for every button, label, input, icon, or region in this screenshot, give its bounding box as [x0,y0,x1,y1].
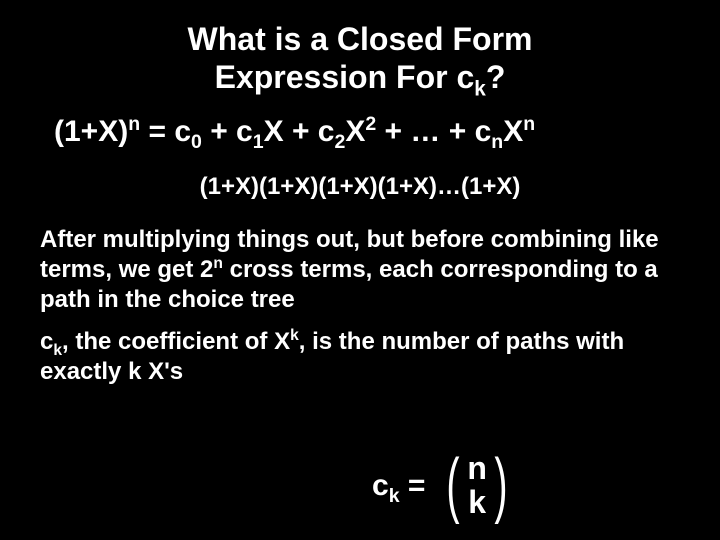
slide: What is a Closed Form Expression For ck?… [0,0,720,540]
eq1-t1-tail: X + c [264,115,335,148]
para2-b: , the coefficient of X [62,328,290,355]
title-sub-k: k [474,78,486,101]
binomial-symbol: ( n k ) [441,452,513,519]
close-paren-icon: ) [494,460,507,510]
open-paren-icon: ( [447,460,460,510]
title-line2-prefix: Expression For c [215,59,475,95]
eq1-dots: + … + c [376,115,491,148]
product-expansion: (1+X)(1+X)(1+X)(1+X)…(1+X) [40,173,680,201]
para2-a: c [40,328,53,355]
para2-sup: k [290,327,299,344]
eq1-lhs: (1+X) [54,115,128,148]
ck-c: c [372,469,389,502]
para2-sub1: k [53,342,62,359]
binom-top: n [467,452,487,486]
slide-title: What is a Closed Form Expression For ck? [40,20,680,97]
eq1-c1-sub: 1 [253,131,264,153]
title-line2-suffix: ? [486,59,506,95]
binom-bottom: k [468,486,486,520]
binomial-expansion-equation: (1+X)n = c0 + c1X + c2X2 + … + cnXn [54,115,680,149]
paragraph-coefficient: ck, the coefficient of Xk, is the number… [40,327,680,387]
eq1-c2-sub: 2 [334,131,345,153]
ck-sub: k [389,485,400,507]
ck-equals: ck = [372,469,425,503]
eq1-tn-x: X [503,115,523,148]
para1-sup: n [213,255,223,272]
eq1-plus1: + c [202,115,253,148]
paragraph-cross-terms: After multiplying things out, but before… [40,225,680,315]
binomial-coefficient-row: ck = ( n k ) [372,452,513,519]
eq1-c0-sub: 0 [191,131,202,153]
eq1-t2-x: X [345,115,365,148]
eq1-lhs-sup: n [128,113,140,135]
binom-inner: n k [465,452,489,519]
eq1-eq: = c [140,115,191,148]
title-line1: What is a Closed Form [188,21,533,57]
eq1-tn-sup: n [523,113,535,135]
eq1-cn-sub: n [491,131,503,153]
ck-eq-sign: = [400,469,426,502]
eq1-t2-sup: 2 [365,113,376,135]
eq2-text: (1+X)(1+X)(1+X)(1+X)…(1+X) [200,173,521,200]
